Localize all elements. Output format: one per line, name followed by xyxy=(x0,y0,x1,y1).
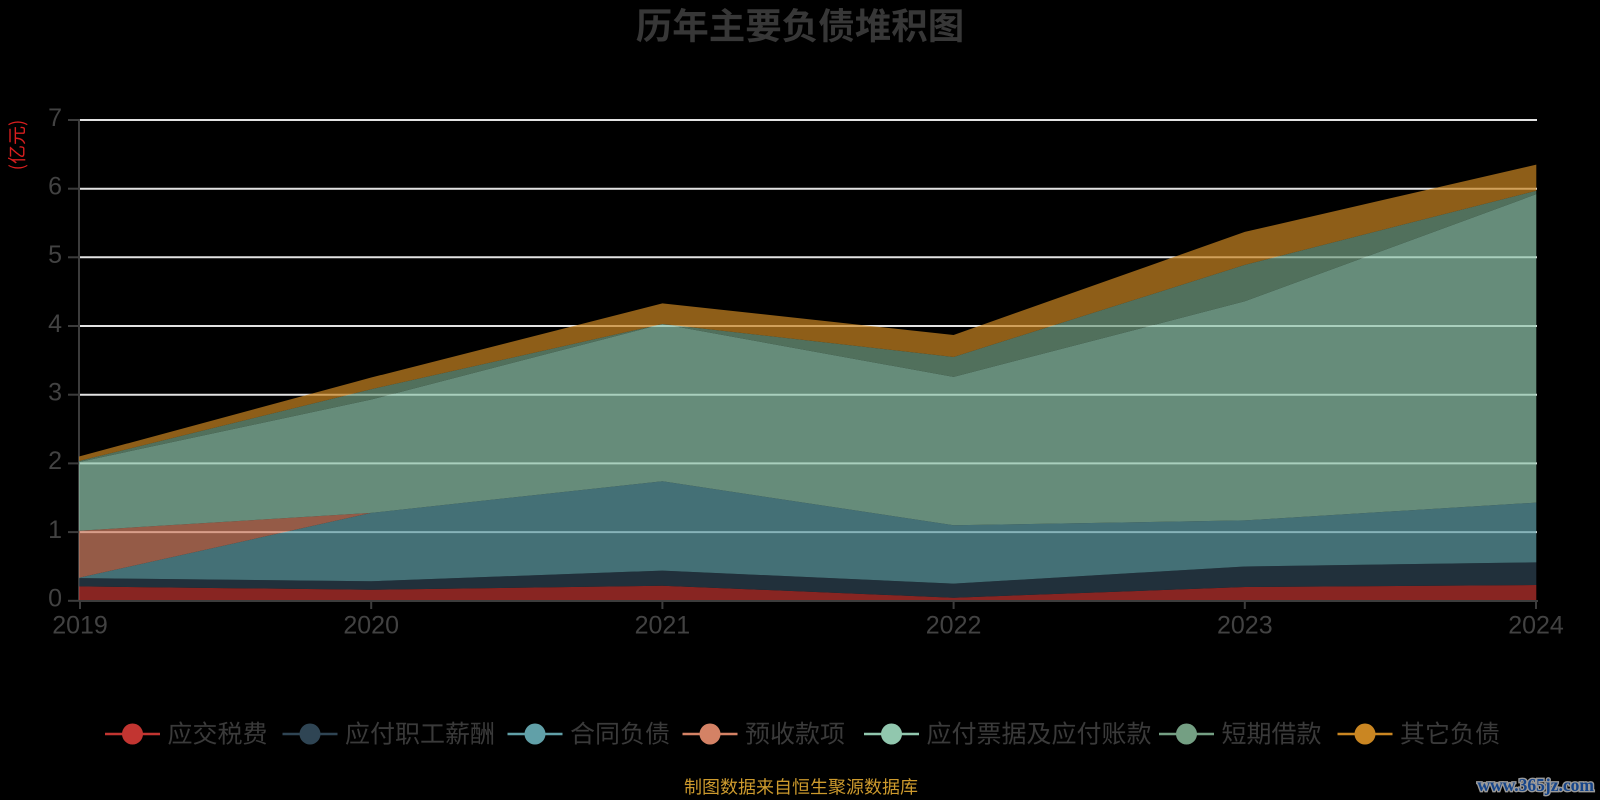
svg-text:4: 4 xyxy=(48,310,62,338)
svg-text:2: 2 xyxy=(48,447,62,475)
svg-text:3: 3 xyxy=(48,379,62,407)
svg-text:2019: 2019 xyxy=(52,612,108,640)
svg-text:2022: 2022 xyxy=(926,612,982,640)
svg-text:6: 6 xyxy=(48,173,62,201)
svg-text:www.365jz.com: www.365jz.com xyxy=(1477,775,1594,795)
svg-text:7: 7 xyxy=(48,104,62,132)
svg-text:2024: 2024 xyxy=(1508,612,1564,640)
svg-text:1: 1 xyxy=(48,516,62,544)
svg-text:5: 5 xyxy=(48,241,62,269)
svg-text:2021: 2021 xyxy=(635,612,691,640)
svg-text:2020: 2020 xyxy=(343,612,399,640)
svg-text:0: 0 xyxy=(48,585,62,613)
svg-text:2023: 2023 xyxy=(1217,612,1273,640)
